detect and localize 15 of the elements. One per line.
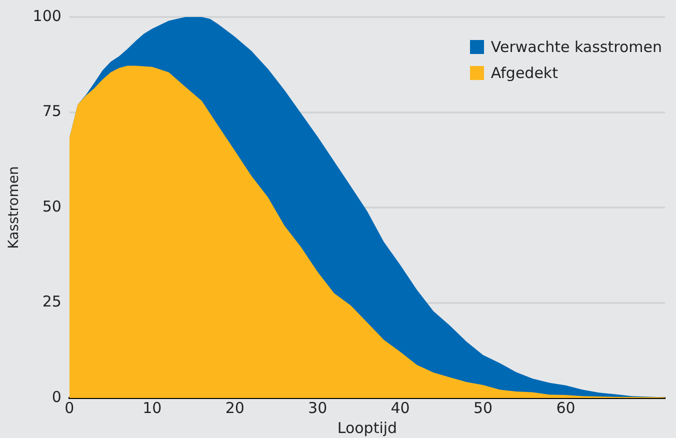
x-tick-label: 50 [473, 398, 493, 417]
x-tick-label: 40 [390, 398, 410, 417]
x-tick-label: 30 [308, 398, 328, 417]
y-tick-label: 50 [42, 197, 62, 216]
y-tick-label: 100 [32, 6, 62, 25]
legend-label: Afgedekt [490, 64, 558, 82]
x-tick-label: 10 [142, 398, 162, 417]
x-axis-title: Looptijd [337, 418, 398, 437]
y-axis-title: Kasstromen [6, 166, 22, 249]
y-tick-label: 25 [42, 292, 62, 311]
x-tick-label: 0 [64, 398, 74, 417]
y-tick-label: 75 [42, 102, 62, 120]
x-tick-label: 20 [225, 398, 244, 417]
x-tick-label: 60 [556, 398, 576, 417]
legend-label: Verwachte kasstromen [490, 38, 662, 56]
